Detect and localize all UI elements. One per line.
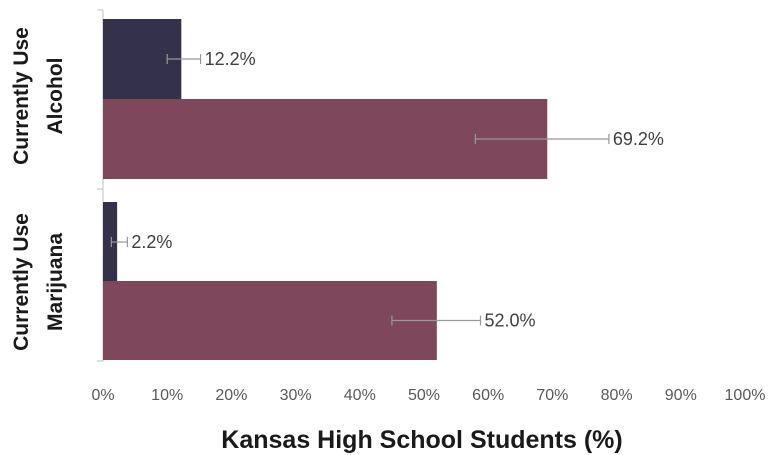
chart-bars [103,19,548,360]
x-tick-label: 90% [665,387,697,404]
category-label: Currently Use [10,27,33,165]
bar [103,99,548,179]
x-tick-label: 40% [344,387,376,404]
x-tick-label: 0% [91,387,114,404]
x-tick-label: 30% [280,387,312,404]
category-label: Currently Use [10,213,33,351]
category-label: Marijuana [44,233,67,331]
x-tick-label: 70% [536,387,568,404]
chart-error-bars [110,54,610,326]
x-tick-label: 100% [725,387,766,404]
chart-axes [97,9,104,362]
category-label: Alcohol [44,58,67,135]
chart-category-labels: Currently Use Alcohol Currently Use Marijua… [10,27,67,351]
x-tick-label: 50% [408,387,440,404]
chart-x-ticks: 0% 10% 20% 30% 40% 50% 60% 70% 80% 90% 100% [91,387,765,404]
data-label: 69.2% [613,129,664,149]
x-tick-label: 20% [215,387,247,404]
x-tick-label: 80% [601,387,633,404]
x-tick-label: 60% [472,387,504,404]
chart-data-labels: 12.2% 2.2% 69.2% 52.0% [131,49,664,331]
x-axis-label: Kansas High School Students (%) [221,426,622,454]
data-label: 12.2% [205,49,256,69]
data-label: 52.0% [484,311,535,331]
bar [103,281,437,360]
data-label: 2.2% [131,232,172,252]
x-tick-label: 10% [151,387,183,404]
bar [103,202,118,282]
